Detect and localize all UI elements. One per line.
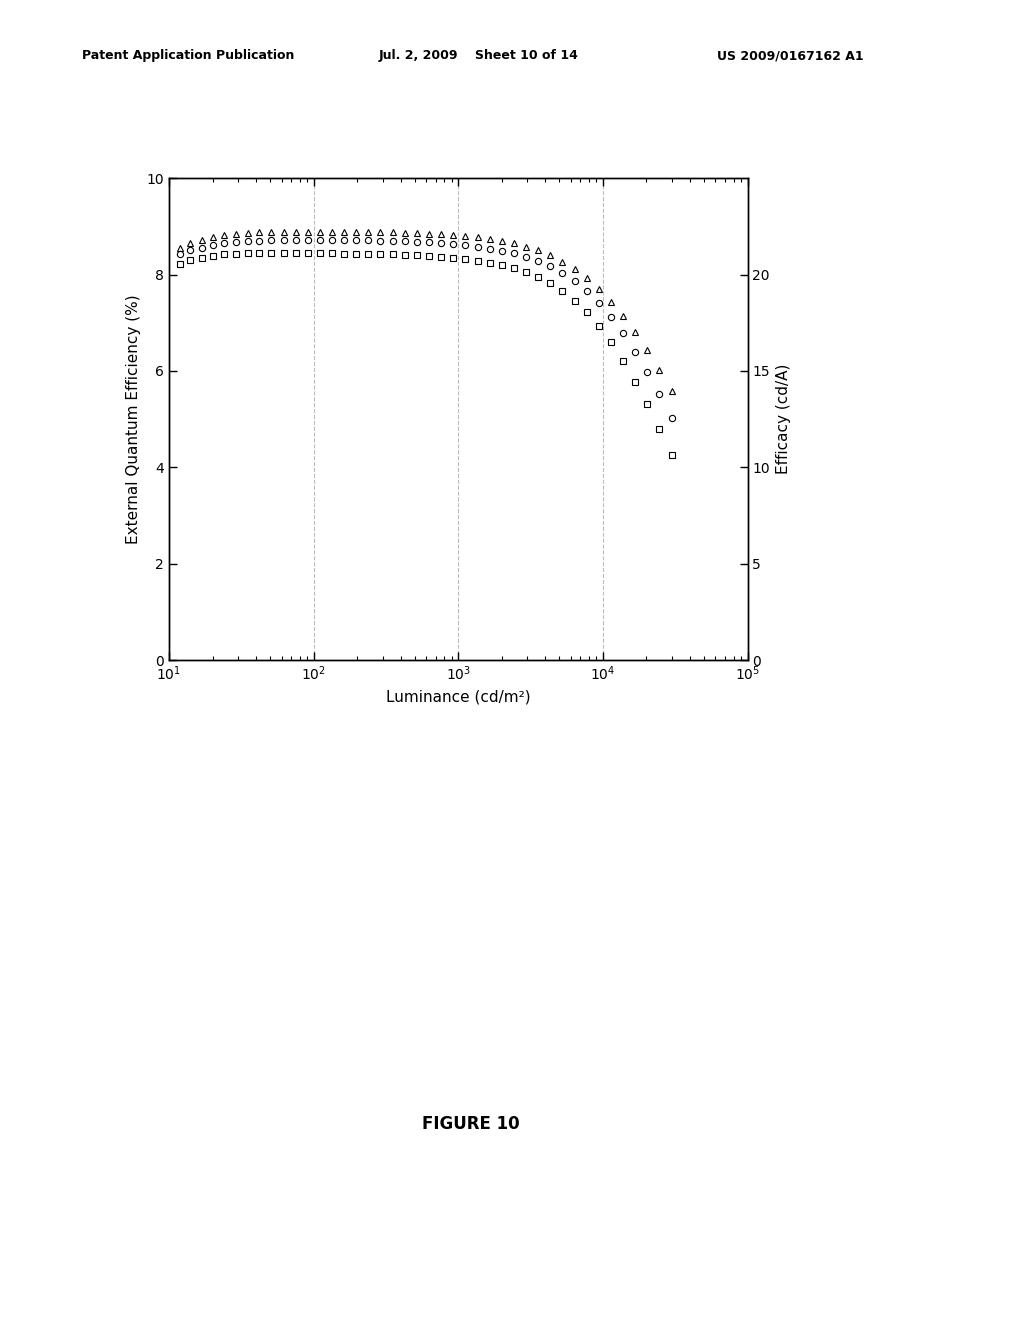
Y-axis label: External Quantum Efficiency (%): External Quantum Efficiency (%) xyxy=(126,294,141,544)
Text: Patent Application Publication: Patent Application Publication xyxy=(82,49,294,62)
Text: US 2009/0167162 A1: US 2009/0167162 A1 xyxy=(717,49,863,62)
Text: Jul. 2, 2009    Sheet 10 of 14: Jul. 2, 2009 Sheet 10 of 14 xyxy=(379,49,579,62)
Text: FIGURE 10: FIGURE 10 xyxy=(422,1114,520,1133)
X-axis label: Luminance (cd/m²): Luminance (cd/m²) xyxy=(386,689,530,704)
Y-axis label: Efficacy (cd/A): Efficacy (cd/A) xyxy=(775,364,791,474)
